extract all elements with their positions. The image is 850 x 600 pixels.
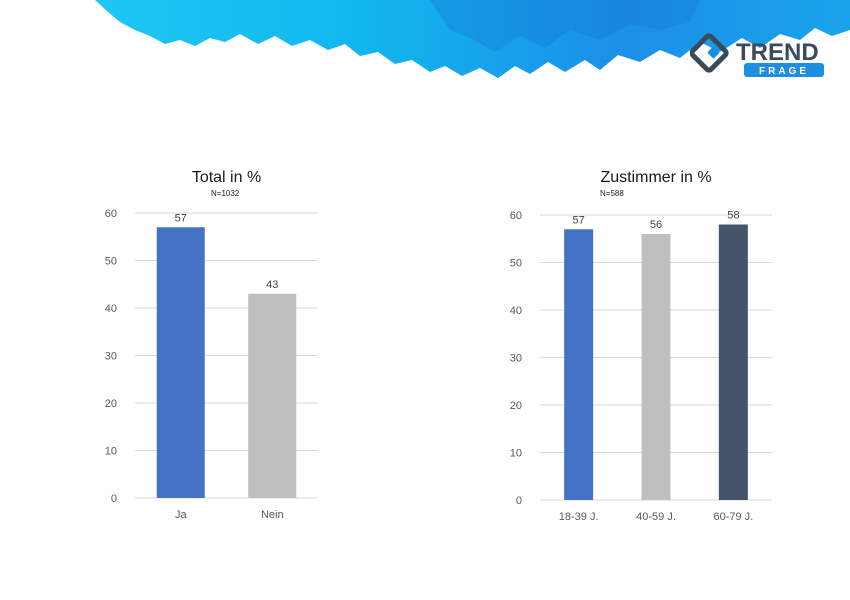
y-tick-label: 60 — [105, 208, 117, 220]
chart-title: Zustimmer in % — [600, 169, 711, 186]
chart-title: Total in % — [192, 169, 261, 186]
y-tick-label: 40 — [105, 303, 117, 315]
y-tick-label: 0 — [516, 495, 522, 507]
data-label: 56 — [650, 219, 662, 231]
y-tick-label: 40 — [510, 305, 522, 317]
bar-18-39-j- — [564, 229, 594, 500]
chart-subtitle: N=588 — [600, 189, 624, 198]
logo-frage-badge — [744, 63, 824, 77]
trendfrage-logo: TREND FRAGE — [690, 33, 824, 77]
bar-60-79-j- — [718, 224, 748, 500]
x-tick-label: Ja — [175, 509, 188, 521]
data-label: 58 — [727, 210, 739, 222]
y-tick-label: 0 — [111, 493, 117, 505]
paint-splash-shape — [95, 0, 850, 78]
y-tick-label: 10 — [105, 446, 117, 458]
bar-ja — [156, 227, 205, 498]
chart-total-svg: Total in % N=1032 0 10 20 30 40 50 60 57 Ja 43 Nein — [105, 169, 318, 521]
logo-text-frage: FRAGE — [759, 66, 809, 77]
x-tick-label: 40-59 J. — [636, 511, 676, 523]
x-tick-label: Nein — [261, 509, 284, 521]
y-tick-label: 50 — [510, 258, 522, 270]
y-tick-label: 20 — [105, 398, 117, 410]
y-tick-label: 50 — [105, 256, 117, 268]
paint-splash-shade — [430, 0, 700, 52]
data-label: 57 — [573, 214, 585, 226]
chart-zustimmer-svg: Zustimmer in % N=588 0 10 20 30 40 50 60 57 18-39 … — [510, 169, 772, 523]
x-tick-label: 60-79 J. — [713, 511, 753, 523]
bar-40-59-j- — [641, 234, 671, 500]
header-banner — [95, 0, 850, 78]
chart-subtitle: N=1032 — [211, 189, 240, 198]
y-tick-label: 20 — [510, 400, 522, 412]
bar-nein — [248, 293, 297, 498]
y-tick-label: 60 — [510, 210, 522, 222]
logo-text-trend: TREND — [736, 39, 819, 66]
y-tick-label: 30 — [510, 353, 522, 365]
chart-total: Total in % N=1032 0 10 20 30 40 50 60 57 Ja 43 Nein — [85, 160, 425, 540]
chart-zustimmer: Zustimmer in % N=588 0 10 20 30 40 50 60 57 18-39 … — [490, 160, 830, 540]
x-tick-label: 18-39 J. — [559, 511, 599, 523]
y-tick-label: 30 — [105, 351, 117, 363]
data-label: 43 — [266, 279, 278, 291]
y-tick-label: 10 — [510, 448, 522, 460]
logo-diamond-icon — [690, 33, 729, 73]
data-label: 57 — [175, 212, 187, 224]
